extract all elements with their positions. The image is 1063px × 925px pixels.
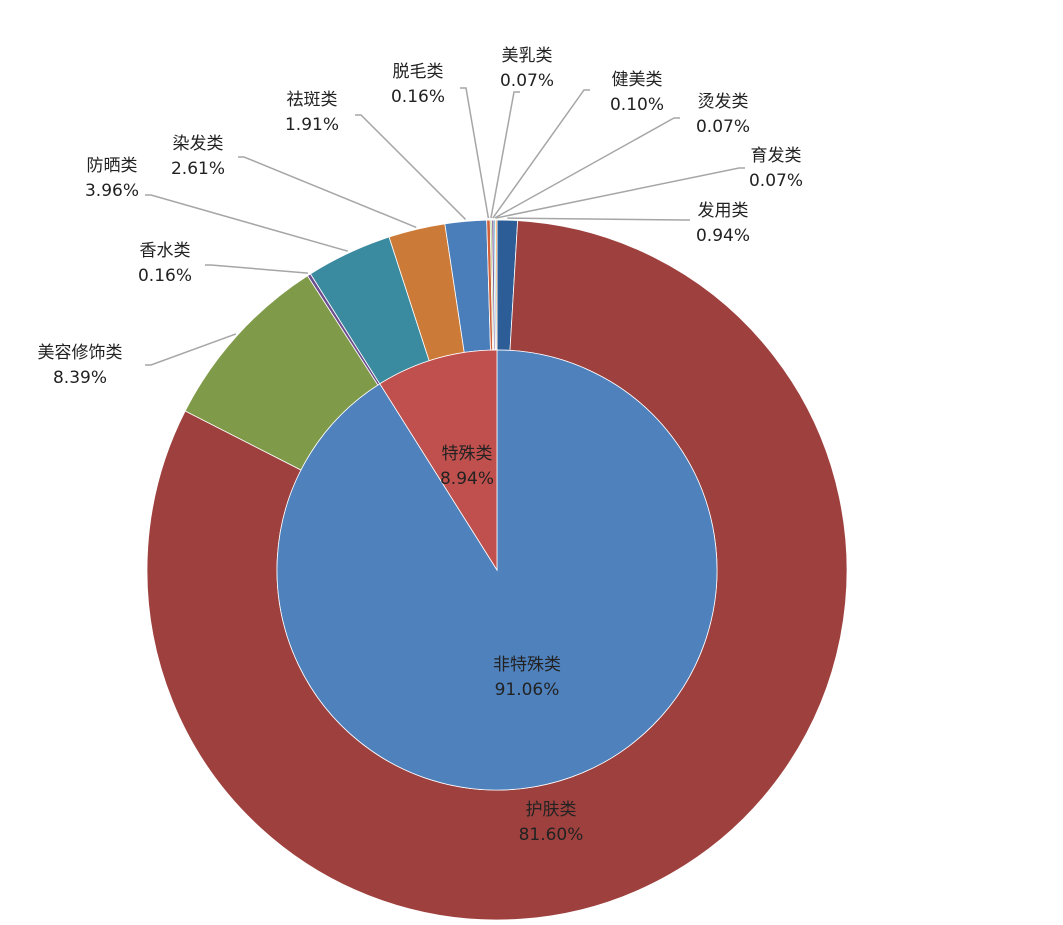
value-label: 0.07% [749, 171, 803, 191]
value-label: 0.10% [610, 95, 664, 115]
value-label: 0.07% [696, 117, 750, 137]
value-label: 8.94% [440, 469, 494, 489]
category-label: 香水类 [140, 241, 191, 261]
leader-line [355, 114, 467, 220]
category-label: 防晒类 [87, 156, 138, 176]
value-label: 91.06% [495, 680, 560, 700]
category-label: 美乳类 [502, 46, 553, 66]
value-label: 0.94% [696, 226, 750, 246]
category-label: 染发类 [173, 134, 224, 154]
leader-line [494, 117, 680, 219]
leader-line [496, 167, 745, 219]
value-label: 81.60% [519, 825, 584, 845]
category-label: 美容修饰类 [38, 343, 123, 363]
value-label: 8.39% [53, 368, 107, 388]
value-label: 3.96% [85, 181, 139, 201]
value-label: 0.16% [138, 266, 192, 286]
category-label: 特殊类 [442, 444, 493, 464]
leader-line [490, 91, 520, 219]
value-label: 1.91% [285, 115, 339, 135]
category-label: 发用类 [698, 201, 749, 221]
value-label: 2.61% [171, 159, 225, 179]
category-label: 非特殊类 [493, 655, 561, 675]
category-label: 祛斑类 [287, 90, 338, 110]
leader-line [238, 156, 417, 229]
category-label: 健美类 [612, 70, 663, 90]
leader-line [492, 89, 590, 219]
category-label: 育发类 [751, 146, 802, 166]
leader-line [507, 217, 690, 221]
value-label: 0.16% [391, 87, 445, 107]
category-label: 护肤类 [526, 800, 577, 820]
category-label: 烫发类 [698, 92, 749, 112]
value-label: 0.07% [500, 71, 554, 91]
leader-line [205, 264, 308, 274]
leader-line [145, 194, 348, 252]
leader-line [145, 333, 237, 366]
slice [379, 349, 498, 572]
slice [495, 219, 498, 351]
category-label: 脱毛类 [393, 62, 444, 82]
leader-line [460, 87, 490, 219]
